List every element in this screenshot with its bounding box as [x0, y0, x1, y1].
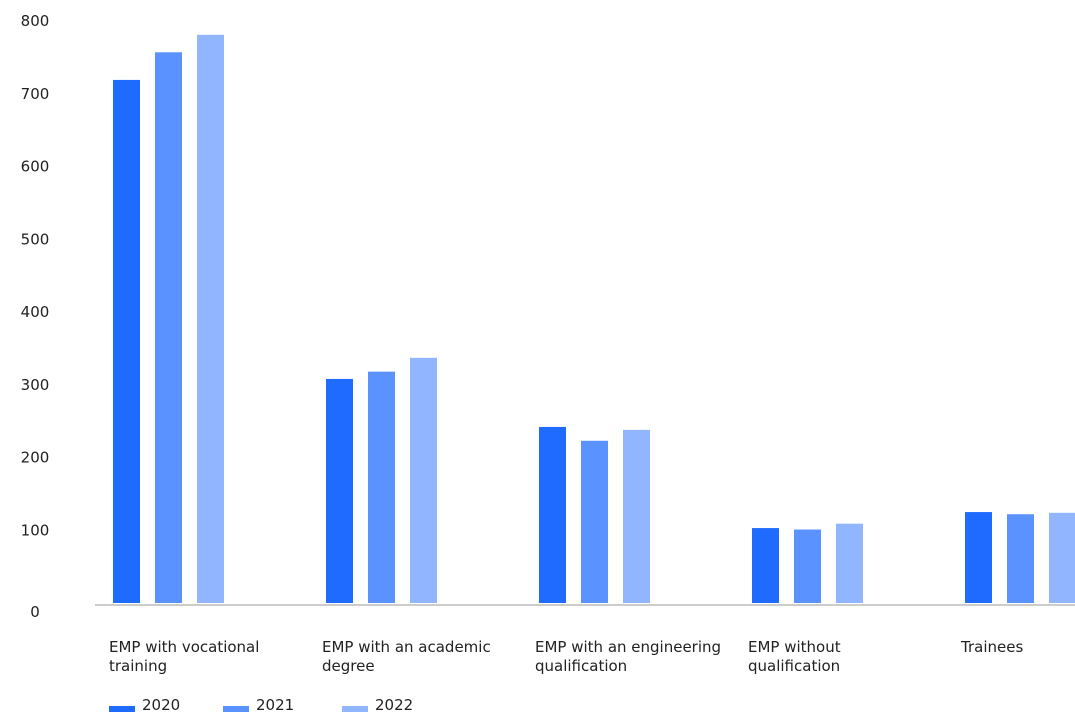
y-tick-label: 300 — [21, 376, 50, 394]
bar-2022-cat-4 — [1049, 512, 1075, 603]
y-tick-label: 100 — [21, 521, 50, 539]
x-category-label: EMP with an engineering qualification — [535, 638, 721, 675]
x-category-label-line: qualification — [535, 657, 627, 675]
x-category-label: EMP with vocational training — [109, 638, 259, 675]
bar-2021-cat-4 — [1007, 514, 1034, 603]
bar-2021-cat-0 — [155, 52, 182, 604]
legend-item-2020: 2020 — [109, 696, 180, 714]
y-tick-label: 0 — [30, 603, 40, 621]
bar-2020-cat-1 — [326, 378, 353, 603]
legend-label: 2020 — [142, 696, 180, 714]
x-category-label-line: degree — [322, 657, 375, 675]
bar-2022-cat-3 — [836, 523, 863, 603]
y-tick-label: 800 — [21, 12, 50, 30]
x-category-label-line: qualification — [748, 657, 840, 675]
x-category-label-line: training — [109, 657, 167, 675]
bar-2020-cat-0 — [113, 79, 140, 604]
legend-item-2022: 2022 — [342, 696, 413, 714]
y-tick-label: 200 — [21, 449, 50, 467]
x-category-label: EMP with an academic degree — [322, 638, 491, 675]
bar-2021-cat-1 — [368, 371, 395, 603]
legend-label: 2021 — [256, 696, 294, 714]
bar-2021-cat-3 — [794, 529, 821, 603]
x-category-label-line: EMP with an engineering — [535, 638, 721, 656]
y-tick-label: 700 — [21, 85, 50, 103]
y-tick-label: 500 — [21, 230, 50, 248]
x-axis-labels: EMP with vocational training EMP with an a… — [109, 638, 1023, 675]
bar-2022-cat-1 — [410, 357, 437, 603]
bar-2020-cat-3 — [752, 528, 779, 603]
bar-2021-cat-2 — [581, 440, 608, 603]
legend: 2020 2021 2022 — [109, 696, 413, 714]
y-axis: 0 100 200 300 400 500 600 700 800 — [21, 12, 50, 621]
x-category-label-line: Trainees — [960, 638, 1023, 656]
bar-2020-cat-4 — [965, 512, 992, 603]
bar-2022-cat-2 — [623, 429, 650, 603]
bar-2020-cat-2 — [539, 426, 566, 603]
x-category-label-line: EMP without — [748, 638, 841, 656]
bar-2022-cat-0 — [197, 34, 224, 603]
y-tick-label: 600 — [21, 158, 50, 176]
x-category-label: Trainees — [960, 638, 1023, 656]
y-tick-label: 400 — [21, 303, 50, 321]
legend-swatch — [109, 706, 135, 712]
legend-swatch — [223, 706, 249, 712]
x-category-label-line: EMP with an academic — [322, 638, 491, 656]
bars-group — [113, 34, 1075, 604]
x-category-label: EMP without qualification — [748, 638, 841, 675]
legend-item-2021: 2021 — [223, 696, 294, 714]
legend-swatch — [342, 706, 368, 712]
x-category-label-line: EMP with vocational — [109, 638, 259, 656]
legend-label: 2022 — [375, 696, 413, 714]
